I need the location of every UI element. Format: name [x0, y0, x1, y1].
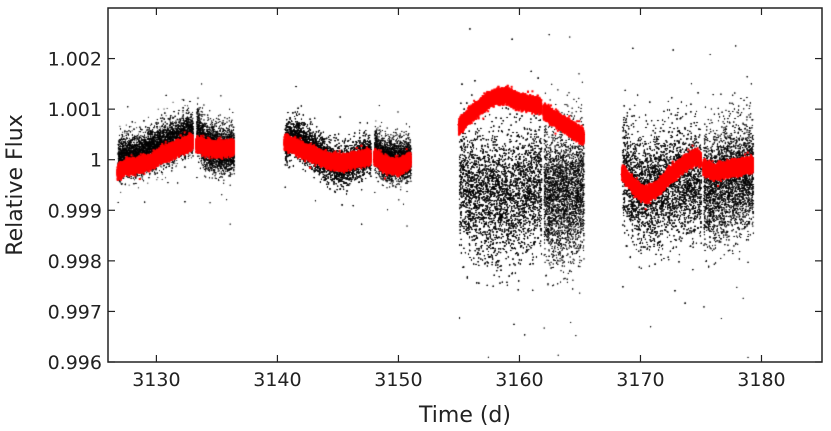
plot-frame — [107, 7, 823, 363]
y-tick-label: 0.996 — [48, 352, 102, 374]
y-axis: 0.996 0.997 0.998 0.999 1 1.001 1.002 — [48, 49, 822, 374]
y-tick-label: 0.999 — [48, 200, 102, 222]
binned-flux-segment-6 — [542, 109, 586, 140]
y-axis-label: Relative Flux — [3, 114, 28, 255]
binned-flux-segment-8 — [702, 161, 754, 176]
x-tick-label: 3150 — [374, 369, 422, 391]
x-axis-label: Time (d) — [418, 403, 511, 428]
x-tick-label: 3160 — [495, 369, 543, 391]
binned-flux-segment-4 — [372, 154, 413, 171]
binned-flux-segment-5 — [456, 93, 542, 129]
binned-flux-segment-3 — [283, 139, 372, 166]
binned-flux-segment-7 — [619, 153, 703, 199]
y-tick-label: 1 — [90, 150, 102, 172]
y-tick-label: 0.998 — [48, 251, 102, 273]
x-tick-label: 3170 — [616, 369, 664, 391]
x-tick-label: 3180 — [737, 369, 785, 391]
plot-area — [116, 93, 754, 199]
x-tick-label: 3130 — [132, 369, 180, 391]
y-tick-label: 1.002 — [48, 49, 102, 71]
y-tick-label: 0.997 — [48, 301, 102, 323]
scatter-canvas — [108, 8, 822, 362]
y-tick-label: 1.001 — [48, 99, 102, 121]
binned-flux-segment-2 — [195, 141, 235, 153]
x-tick-label: 3140 — [253, 369, 301, 391]
x-axis: 3130 3140 3150 3160 3170 3180 — [132, 8, 786, 391]
scatter-points — [108, 8, 822, 362]
binned-flux-segment-1 — [116, 139, 194, 175]
